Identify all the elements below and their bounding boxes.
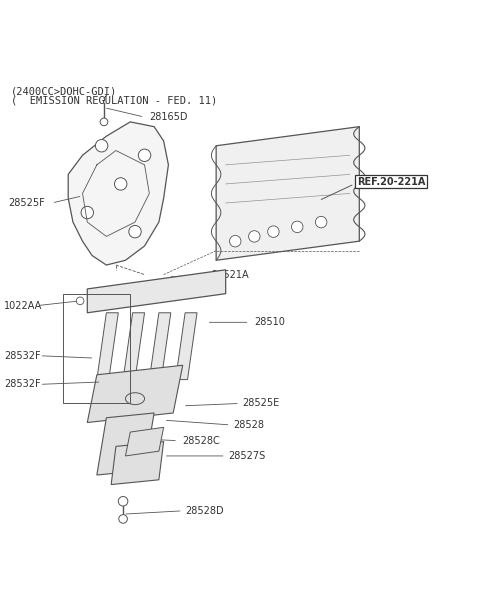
Circle shape xyxy=(268,226,279,237)
Polygon shape xyxy=(111,442,164,485)
Circle shape xyxy=(100,118,108,126)
Text: 28521A: 28521A xyxy=(211,270,249,280)
Circle shape xyxy=(315,216,327,228)
Text: 28525F: 28525F xyxy=(9,198,45,208)
Circle shape xyxy=(249,230,260,242)
Circle shape xyxy=(291,221,303,233)
Polygon shape xyxy=(216,127,360,261)
Text: 28528C: 28528C xyxy=(182,436,219,445)
Text: 28510: 28510 xyxy=(254,317,285,327)
Text: (2400CC>DOHC-GDI): (2400CC>DOHC-GDI) xyxy=(11,86,117,96)
Circle shape xyxy=(229,235,241,247)
Text: 28527S: 28527S xyxy=(228,451,265,461)
Text: 28532F: 28532F xyxy=(4,351,40,361)
Polygon shape xyxy=(68,122,168,265)
Text: 28525E: 28525E xyxy=(242,399,280,408)
Text: 28528D: 28528D xyxy=(185,506,224,516)
Circle shape xyxy=(76,297,84,305)
Polygon shape xyxy=(149,313,171,379)
Circle shape xyxy=(115,178,127,190)
Polygon shape xyxy=(125,428,164,456)
Circle shape xyxy=(96,140,108,152)
Text: REF.20-221A: REF.20-221A xyxy=(357,177,425,187)
Circle shape xyxy=(138,149,151,161)
Polygon shape xyxy=(87,365,183,423)
Polygon shape xyxy=(87,270,226,313)
Circle shape xyxy=(118,496,128,506)
Polygon shape xyxy=(97,413,154,475)
Text: 28165D: 28165D xyxy=(149,112,188,122)
Text: 28532F: 28532F xyxy=(4,379,40,389)
Ellipse shape xyxy=(125,393,144,405)
Polygon shape xyxy=(176,313,197,379)
Text: (  EMISSION REGULATION - FED. 11): ( EMISSION REGULATION - FED. 11) xyxy=(11,95,217,105)
Circle shape xyxy=(81,206,94,219)
Polygon shape xyxy=(123,313,144,379)
Circle shape xyxy=(129,225,141,238)
Circle shape xyxy=(119,514,127,523)
Text: 28528: 28528 xyxy=(233,420,264,430)
Text: 1022AA: 1022AA xyxy=(4,301,42,310)
Polygon shape xyxy=(97,313,118,379)
